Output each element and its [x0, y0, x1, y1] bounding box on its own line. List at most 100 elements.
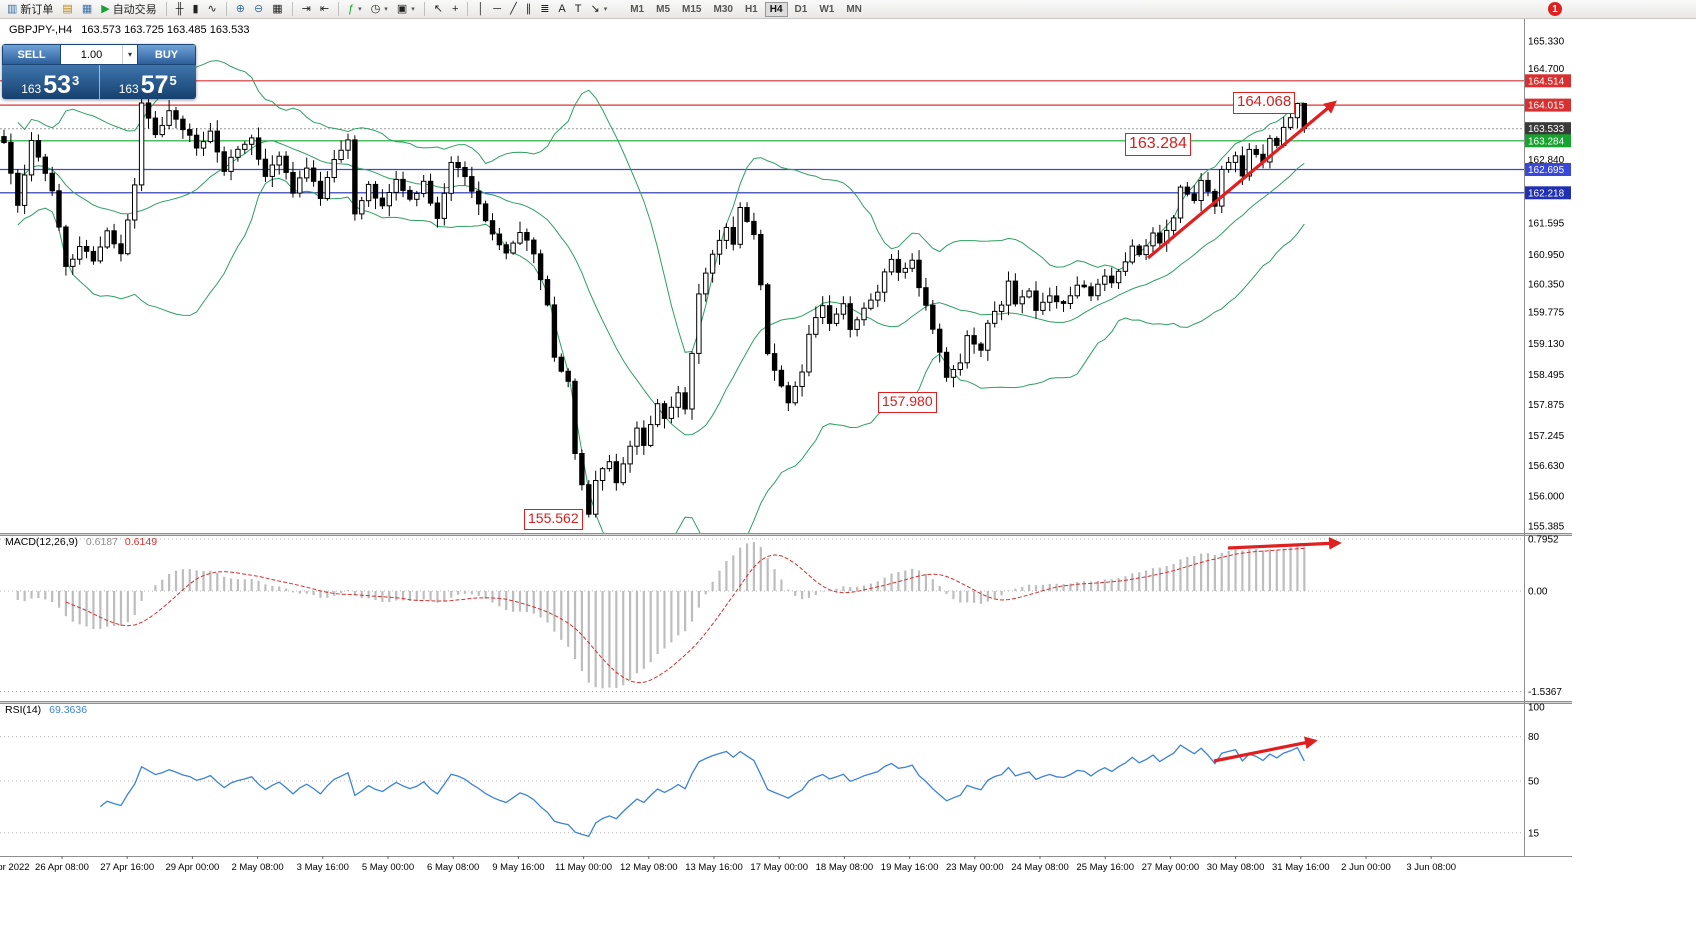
arrows-button[interactable]: ↘ ▾	[586, 1, 611, 18]
buy-button[interactable]: BUY	[137, 44, 196, 65]
svg-text:80: 80	[1528, 732, 1540, 743]
notification-badge[interactable]: 1	[1548, 2, 1562, 16]
svg-text:2 May 08:00: 2 May 08:00	[231, 862, 283, 873]
crosshair-button[interactable]: +	[448, 1, 462, 18]
svg-text:157.875: 157.875	[1528, 400, 1565, 411]
svg-text:30 May 08:00: 30 May 08:00	[1207, 862, 1265, 873]
timeframe-m30[interactable]: M30	[708, 2, 737, 17]
trendline-icon: ╱	[510, 2, 517, 15]
autotrading-icon: ▶	[101, 2, 110, 15]
bar-chart-button[interactable]: ╫	[172, 1, 188, 18]
panel-separator[interactable]	[0, 701, 1572, 704]
sell-button[interactable]: SELL	[2, 44, 61, 65]
svg-text:Apr 2022: Apr 2022	[0, 862, 30, 873]
caret-down-icon: ▾	[411, 6, 415, 13]
autotrading-button[interactable]: ▶ 自动交易	[97, 1, 160, 18]
trend-arrow[interactable]	[1146, 100, 1337, 260]
one-click-trading-panel: SELL 1.00 ▾ BUY 163 53 3 163 57 5	[2, 44, 196, 99]
fibonacci-icon: ≣	[540, 2, 550, 15]
trend-arrow[interactable]	[1227, 537, 1342, 550]
caret-down-icon: ▾	[358, 6, 362, 13]
macd-panel[interactable]	[0, 538, 1524, 692]
lot-size-caret-icon[interactable]: ▾	[122, 45, 137, 64]
price-callout[interactable]: 164.068	[1233, 92, 1296, 114]
bollinger-lower-band[interactable]	[17, 177, 1305, 578]
text-button[interactable]: A	[554, 1, 569, 18]
price-badge	[1525, 74, 1571, 88]
time-axis[interactable]: Apr 2022 26 Apr 08:00 27 Apr 16:00 29 Apr 0…	[0, 856, 1456, 873]
lot-size-value: 1.00	[80, 48, 103, 61]
svg-text:-1.5367: -1.5367	[1528, 687, 1562, 698]
bollinger-upper-band[interactable]	[17, 60, 1305, 353]
cursor-icon: ↖	[433, 2, 443, 15]
tile-windows-button[interactable]: ▦	[268, 1, 286, 18]
svg-text:31 May 16:00: 31 May 16:00	[1272, 862, 1330, 873]
zoom-in-button[interactable]: ⊕	[232, 1, 249, 18]
crosshair-icon: +	[451, 2, 459, 15]
chart-shift-button[interactable]: ⇤	[316, 1, 333, 18]
caret-down-icon: ▾	[384, 6, 388, 13]
sell-price[interactable]: 163 53 3	[2, 65, 100, 99]
auto-scroll-button[interactable]: ⇥	[298, 1, 315, 18]
market-watch-button[interactable]: ▤	[58, 1, 76, 18]
rsi-value: 69.3636	[49, 704, 88, 716]
toolbar-separator	[291, 2, 293, 16]
new-order-button[interactable]: ▥ 新订单	[3, 1, 57, 18]
panel-separator[interactable]	[0, 533, 1572, 536]
toolbar-separator	[225, 2, 227, 16]
zoom-out-button[interactable]: ⊖	[250, 1, 267, 18]
vertical-line-icon: │	[477, 2, 485, 15]
timeframe-h4[interactable]: H4	[764, 1, 788, 17]
trend-arrow[interactable]	[1213, 736, 1318, 763]
horizontal-line-button[interactable]: ─	[489, 1, 505, 18]
main-price-panel[interactable]	[0, 60, 1524, 579]
svg-text:164.700: 164.700	[1528, 64, 1565, 75]
indicators-button[interactable]: ƒ ▾	[344, 1, 366, 18]
trendline-button[interactable]: ╱	[506, 1, 521, 18]
timeframe-m15[interactable]: M15	[677, 2, 706, 17]
svg-text:19 May 16:00: 19 May 16:00	[881, 862, 939, 873]
price-badge	[1525, 186, 1571, 200]
fibonacci-button[interactable]: ≣	[536, 1, 553, 18]
svg-text:18 May 08:00: 18 May 08:00	[816, 862, 874, 873]
rsi-name: RSI(14)	[5, 704, 42, 716]
label-button[interactable]: T	[571, 1, 586, 18]
price-callout[interactable]: 157.980	[878, 392, 937, 413]
svg-text:163.284: 163.284	[1528, 136, 1565, 147]
svg-text:156.000: 156.000	[1528, 492, 1565, 503]
svg-text:156.630: 156.630	[1528, 461, 1565, 472]
svg-text:162.218: 162.218	[1528, 188, 1565, 199]
market-watch-icon: ▤	[62, 2, 73, 15]
lot-size-input[interactable]: 1.00 ▾	[61, 44, 137, 65]
timeframe-w1[interactable]: W1	[814, 2, 839, 17]
candlestick-chart-button[interactable]: ▮	[188, 1, 202, 18]
toolbar-separator	[165, 2, 167, 16]
rsi-panel[interactable]	[0, 736, 1524, 838]
timeframe-m1[interactable]: M1	[625, 2, 649, 17]
svg-text:11 May 00:00: 11 May 00:00	[555, 862, 612, 873]
templates-button[interactable]: ▣ ▾	[393, 1, 419, 18]
timeframe-mn[interactable]: MN	[841, 2, 867, 17]
vertical-line-button[interactable]: │	[473, 1, 488, 18]
timeframe-h1[interactable]: H1	[740, 2, 763, 17]
svg-text:27 May 00:00: 27 May 00:00	[1142, 862, 1200, 873]
channel-button[interactable]: ∥	[522, 1, 536, 18]
candlestick-chart-icon: ▮	[192, 2, 199, 15]
timeframe-d1[interactable]: D1	[790, 2, 813, 17]
cursor-button[interactable]: ↖	[430, 1, 447, 18]
price-callout[interactable]: 163.284	[1125, 133, 1191, 156]
line-chart-button[interactable]: ∿	[204, 1, 221, 18]
svg-text:159.130: 159.130	[1528, 339, 1565, 350]
data-window-button[interactable]: ▦	[78, 1, 96, 18]
svg-text:160.350: 160.350	[1528, 279, 1565, 290]
periods-button[interactable]: ◷ ▾	[367, 1, 392, 18]
candles	[1, 92, 1307, 518]
timeframe-m5[interactable]: M5	[651, 2, 675, 17]
price-callout[interactable]: 155.562	[524, 509, 583, 530]
buy-price[interactable]: 163 57 5	[100, 65, 197, 99]
trend-arrows[interactable]	[1146, 100, 1342, 763]
chart-canvas[interactable]: 165.330164.700164.514164.015163.533163.2…	[0, 19, 1572, 881]
svg-text:50: 50	[1528, 777, 1540, 788]
